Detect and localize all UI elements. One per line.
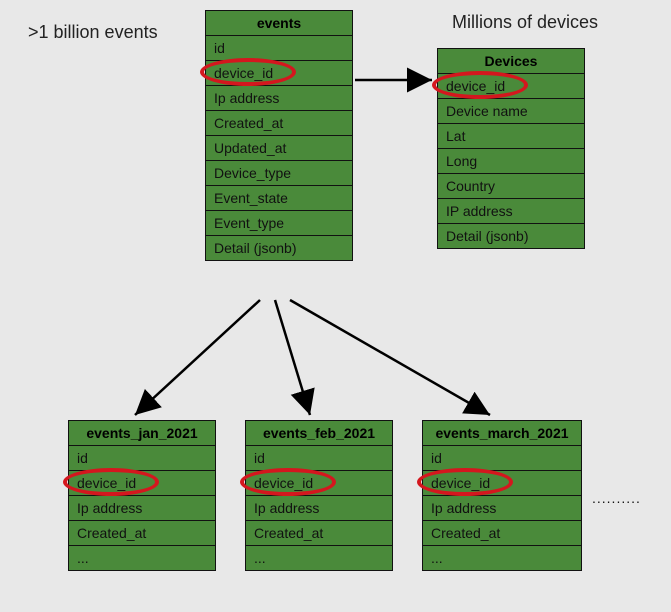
table-column: Created_at — [69, 521, 215, 546]
table-events: eventsiddevice_idIp addressCreated_atUpd… — [205, 10, 353, 261]
table-column: Created_at — [423, 521, 581, 546]
table-column: Created_at — [206, 111, 352, 136]
highlight-circle — [200, 58, 296, 86]
highlight-circle — [432, 71, 528, 99]
table-header: events_feb_2021 — [246, 421, 392, 446]
table-column: Updated_at — [206, 136, 352, 161]
label-millions-devices: Millions of devices — [452, 12, 598, 33]
table-column: id — [423, 446, 581, 471]
table-column: ... — [69, 546, 215, 570]
table-column: ... — [246, 546, 392, 570]
table-column: Ip address — [246, 496, 392, 521]
table-mar: events_march_2021iddevice_idIp addressCr… — [422, 420, 582, 571]
table-column: Ip address — [69, 496, 215, 521]
table-header: events_jan_2021 — [69, 421, 215, 446]
table-column: IP address — [438, 199, 584, 224]
label-billion-events: >1 billion events — [28, 22, 158, 43]
table-column: device_id — [423, 471, 581, 496]
table-column: Detail (jsonb) — [438, 224, 584, 248]
highlight-circle — [63, 468, 159, 496]
table-column: Country — [438, 174, 584, 199]
table-column: Created_at — [246, 521, 392, 546]
table-column: Ip address — [206, 86, 352, 111]
relationship-arrow — [135, 300, 260, 415]
table-column: Ip address — [423, 496, 581, 521]
table-column: id — [69, 446, 215, 471]
highlight-circle — [417, 468, 513, 496]
table-column: device_id — [206, 61, 352, 86]
table-column: Device_type — [206, 161, 352, 186]
table-devices: Devicesdevice_idDevice nameLatLongCountr… — [437, 48, 585, 249]
table-column: Long — [438, 149, 584, 174]
ellipsis-more-tables: .......... — [592, 490, 641, 506]
table-header: events — [206, 11, 352, 36]
relationship-arrow — [275, 300, 310, 415]
table-header: events_march_2021 — [423, 421, 581, 446]
table-column: Event_state — [206, 186, 352, 211]
table-column: Detail (jsonb) — [206, 236, 352, 260]
table-column: ... — [423, 546, 581, 570]
table-column: id — [246, 446, 392, 471]
table-column: Event_type — [206, 211, 352, 236]
table-column: id — [206, 36, 352, 61]
table-column: device_id — [246, 471, 392, 496]
table-jan: events_jan_2021iddevice_idIp addressCrea… — [68, 420, 216, 571]
table-column: Lat — [438, 124, 584, 149]
table-header: Devices — [438, 49, 584, 74]
highlight-circle — [240, 468, 336, 496]
table-column: Device name — [438, 99, 584, 124]
table-feb: events_feb_2021iddevice_idIp addressCrea… — [245, 420, 393, 571]
table-column: device_id — [438, 74, 584, 99]
table-column: device_id — [69, 471, 215, 496]
relationship-arrow — [290, 300, 490, 415]
